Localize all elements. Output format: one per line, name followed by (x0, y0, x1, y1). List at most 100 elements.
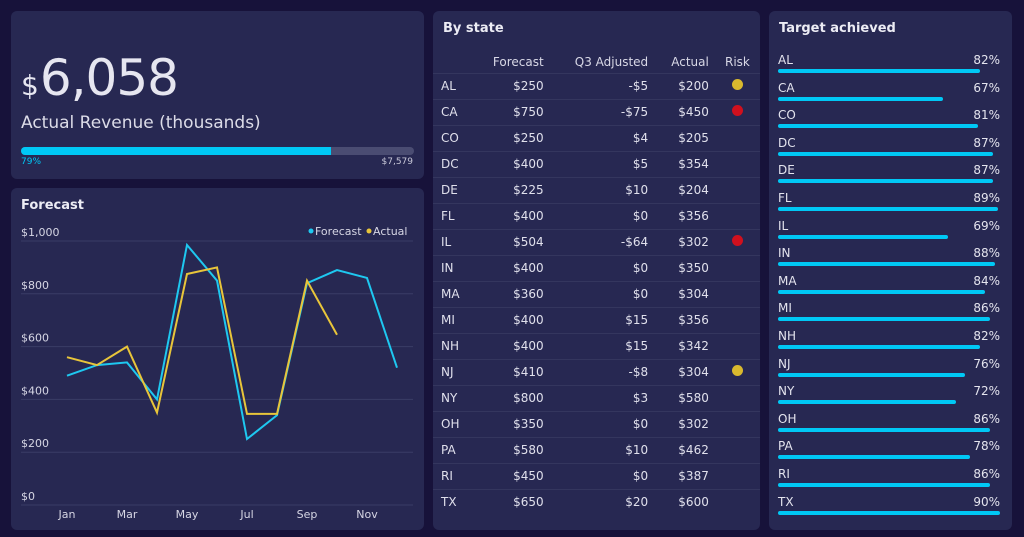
by-state-title: By state (443, 21, 504, 36)
table-cell: $450 (472, 462, 550, 489)
target-state: NJ (778, 356, 791, 371)
table-cell: $400 (472, 254, 550, 281)
column-header: Forecast (492, 54, 544, 69)
target-row: RI 86% (778, 467, 1000, 487)
target-row: IL 69% (778, 218, 1000, 239)
table-cell: $302 (654, 228, 715, 255)
table-cell: $354 (654, 150, 715, 177)
table-cell: RI (433, 462, 473, 489)
target-state: IN (778, 246, 791, 261)
target-row: NY 72% (778, 384, 1000, 405)
risk-cell (714, 358, 760, 385)
target-state: FL (778, 191, 792, 205)
target-state: DE (778, 163, 795, 178)
risk-cell (714, 384, 760, 411)
table-cell: DE (433, 176, 473, 203)
table-row: CA $750 -$75 $450 (433, 98, 760, 125)
risk-cell (714, 228, 760, 255)
risk-red-icon (731, 235, 743, 246)
table-cell: $10 (549, 176, 655, 203)
table-cell: $304 (654, 358, 715, 385)
table-cell: $0 (549, 254, 655, 281)
target-pct: 87% (973, 163, 1000, 178)
target-state: OH (778, 411, 797, 426)
target-state: CO (778, 108, 796, 123)
table-cell: TX (433, 488, 473, 515)
target-state: DC (778, 135, 796, 150)
table-cell: -$75 (549, 98, 655, 125)
table-row: CO $250 $4 $205 (433, 124, 760, 151)
table-row: FL $400 $0 $356 (433, 202, 760, 229)
series-line-actual (66, 266, 338, 416)
revenue-value: $6,058 (21, 49, 179, 107)
target-pct: 82% (973, 53, 1000, 67)
table-row: MA $360 $0 $304 (433, 280, 760, 307)
risk-cell (714, 462, 760, 489)
table-cell: -$5 (549, 72, 655, 99)
table-cell: MA (433, 280, 473, 307)
x-tick-label: Nov (356, 508, 378, 521)
risk-cell (714, 332, 760, 359)
table-cell: $200 (654, 72, 715, 99)
y-tick-label: $800 (21, 279, 49, 292)
target-pct: 90% (973, 494, 1000, 509)
target-row: MI 86% (778, 301, 1000, 322)
risk-cell (714, 306, 760, 333)
target-bar (778, 483, 991, 487)
by-state-table: Forecast Q3 Adjusted Actual Risk AL $250 -$5 $2… (433, 51, 760, 515)
target-bar (778, 400, 956, 405)
target-row: DC 87% (778, 135, 1000, 156)
table-row: DC $400 $5 $354 (433, 150, 760, 177)
target-pct: 72% (973, 384, 1000, 399)
table-cell: $0 (549, 462, 655, 489)
table-row: NY $800 $3 $580 (433, 384, 760, 411)
risk-red-icon (731, 105, 743, 116)
table-cell: IL (433, 228, 473, 255)
table-cell: $304 (654, 280, 715, 307)
risk-cell (714, 98, 760, 125)
target-pct: 88% (973, 246, 1000, 261)
table-cell: NY (433, 384, 473, 411)
table-cell: $225 (472, 176, 550, 203)
risk-cell (714, 150, 760, 177)
revenue-label: Actual Revenue (thousands) (21, 113, 261, 133)
table-cell: $750 (472, 98, 550, 125)
target-pct: 78% (973, 439, 1000, 454)
x-tick-label: Mar (117, 508, 138, 521)
table-row: PA $580 $10 $462 (433, 436, 760, 463)
table-row: IN $400 $0 $350 (433, 254, 760, 281)
legend-label: Actual (373, 225, 407, 238)
table-cell: $400 (472, 332, 550, 359)
table-row: AL $250 -$5 $200 (433, 72, 760, 99)
table-cell: DC (433, 150, 473, 177)
y-tick-label: $0 (21, 490, 35, 503)
table-cell: NH (433, 332, 473, 359)
target-row: MA 84% (778, 273, 1000, 294)
risk-cell (714, 124, 760, 151)
target-panel: Target achieved AL 82% CA 67% CO 81% DC 87% DE 87… (769, 11, 1012, 530)
target-state: AL (778, 53, 793, 67)
target-state: MA (778, 273, 797, 288)
table-cell: AL (433, 72, 473, 99)
table-row: NJ $410 -$8 $304 (433, 358, 760, 385)
x-tick-label: Sep (297, 508, 318, 521)
x-tick-label: Jan (58, 508, 76, 521)
table-cell: $600 (654, 488, 715, 515)
x-tick-label: Jul (239, 508, 253, 521)
y-tick-label: $600 (21, 332, 49, 345)
table-cell: $400 (472, 202, 550, 229)
target-state: PA (778, 439, 793, 454)
table-row: MI $400 $15 $356 (433, 306, 760, 333)
risk-yellow-icon (731, 365, 743, 376)
target-title: Target achieved (779, 21, 896, 36)
target-pct: 76% (973, 356, 1000, 371)
revenue-progress-fill (21, 147, 332, 155)
risk-cell (714, 488, 760, 515)
target-pct: 87% (973, 135, 1000, 150)
target-bar (778, 345, 981, 349)
target-bar (778, 69, 981, 73)
target-state: IL (778, 218, 789, 233)
column-header: Risk (724, 54, 750, 69)
target-pct: 84% (973, 273, 1000, 288)
column-header (433, 51, 473, 73)
